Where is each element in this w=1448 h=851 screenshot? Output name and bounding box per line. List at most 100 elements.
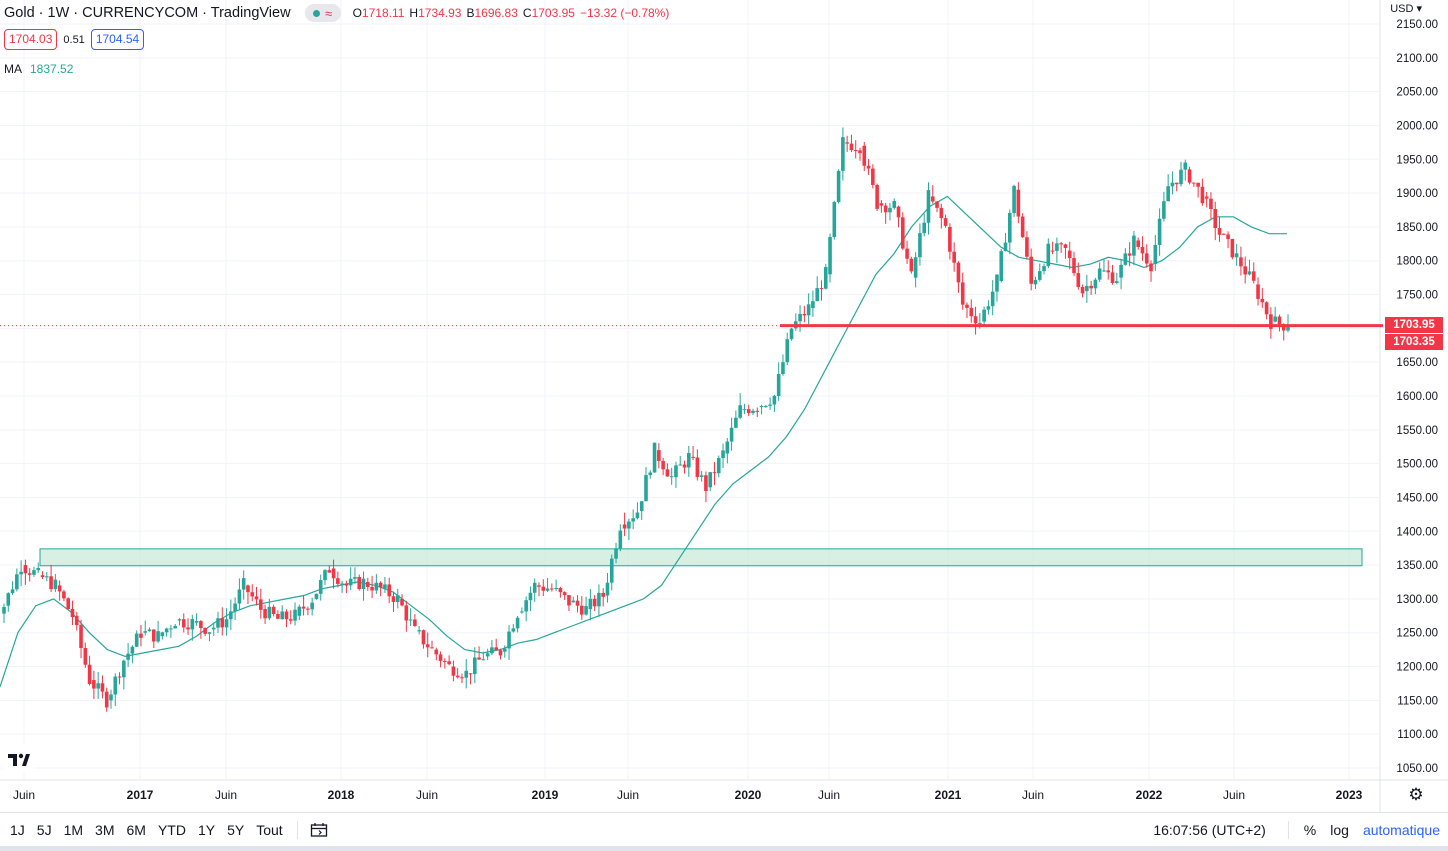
candle-body: [1209, 198, 1213, 209]
candle-body: [366, 582, 370, 588]
candle-body: [1072, 258, 1076, 274]
candle-body: [901, 217, 905, 249]
candle-body: [520, 611, 524, 613]
price-tick-label: 1400.00: [1396, 526, 1438, 538]
candle-body: [652, 442, 657, 473]
price-chart[interactable]: 2150.00 2100.00 2050.00 2000.00 1950.00 1900.…: [0, 0, 1448, 812]
candle-body: [143, 631, 148, 633]
candle-body: [473, 657, 477, 675]
candle-body: [755, 410, 760, 412]
log-scale-toggle[interactable]: log: [1330, 822, 1349, 838]
goto-date-calendar-icon[interactable]: [310, 822, 328, 838]
candle-body: [721, 450, 725, 459]
candle-body: [485, 653, 490, 657]
candle-body: [1119, 264, 1123, 278]
toolbar-divider-2: [1287, 821, 1289, 839]
candle-body: [387, 584, 391, 597]
candle-body: [391, 596, 396, 602]
candle-body: [1153, 244, 1158, 265]
market-status-badge[interactable]: ≈: [304, 4, 341, 22]
range-1d-button[interactable]: 1J: [10, 822, 25, 838]
candle-body: [1046, 243, 1051, 267]
candle-body: [879, 203, 884, 206]
candle-body: [584, 606, 588, 615]
candle-body: [781, 362, 785, 375]
candle-body: [1025, 237, 1029, 257]
candle-body: [301, 606, 306, 609]
candle-body: [152, 629, 156, 642]
candle-body: [883, 205, 888, 213]
candle-body: [348, 578, 353, 586]
candle-body: [524, 600, 528, 612]
candle-body: [871, 168, 875, 185]
candle-body: [310, 602, 314, 610]
candle-body: [948, 226, 952, 252]
candle-body: [400, 598, 404, 606]
candle-body: [160, 632, 165, 637]
candle-body: [460, 677, 464, 679]
candle-body: [1067, 250, 1072, 259]
sell-price-button[interactable]: 1704.03: [4, 29, 58, 50]
tradingview-logo-icon[interactable]: [2, 745, 34, 773]
candle-body: [1076, 273, 1081, 287]
data-delay-icon: ≈: [325, 5, 333, 21]
currency-selector[interactable]: USD ▾: [1390, 3, 1422, 15]
candle-body: [1192, 182, 1196, 184]
timezone-clock[interactable]: 16:07:56 (UTC+2): [1153, 822, 1266, 838]
candle-body: [708, 472, 712, 488]
candle-body: [592, 598, 597, 607]
percent-scale-toggle[interactable]: %: [1303, 822, 1317, 838]
candle-body: [117, 676, 122, 678]
candle-body: [502, 648, 507, 652]
buy-price-button[interactable]: 1704.54: [90, 29, 145, 50]
candle-body: [288, 619, 293, 621]
candle-body: [845, 142, 849, 144]
candle-body: [417, 630, 421, 632]
candle-body: [913, 257, 918, 278]
candle-body: [729, 427, 734, 442]
candle-body: [181, 619, 186, 628]
chart-settings-gear-icon[interactable]: ⚙: [1408, 785, 1424, 804]
bottom-toolbar: 1J 5J 1M 3M 6M YTD 1Y 5Y Tout 16:07:56 (…: [0, 812, 1448, 847]
candle-body: [490, 647, 494, 654]
time-tick-label: Juin: [1223, 788, 1245, 802]
candle-body: [62, 591, 66, 599]
candle-body: [609, 558, 614, 583]
moving-average-line[interactable]: [0, 195, 1287, 687]
symbol-title[interactable]: Gold · 1W · CURRENCYCOM · TradingView: [4, 5, 291, 21]
candle-body: [682, 464, 687, 468]
range-ytd-button[interactable]: YTD: [157, 822, 186, 838]
candle-body: [477, 657, 481, 660]
support-zone-rectangle[interactable]: [39, 548, 1363, 567]
ma-legend[interactable]: MA 1837.52: [4, 62, 73, 76]
time-tick-label: 2017: [127, 788, 154, 802]
candle-body: [678, 464, 683, 466]
candle-body: [1110, 272, 1115, 283]
candle-body: [79, 625, 83, 649]
candle-body: [216, 618, 220, 628]
range-5y-button[interactable]: 5Y: [227, 822, 245, 838]
range-all-button[interactable]: Tout: [256, 822, 283, 838]
candle-body: [323, 570, 327, 581]
candle-body: [1234, 253, 1239, 258]
candle-body: [541, 586, 546, 591]
range-6m-button[interactable]: 6M: [126, 822, 146, 838]
candle-body: [1251, 271, 1256, 281]
candle-body: [498, 650, 503, 656]
range-1m-button[interactable]: 1M: [63, 822, 84, 838]
candle-body: [1222, 233, 1226, 235]
auto-scale-toggle[interactable]: automatique: [1362, 822, 1440, 838]
range-5d-button[interactable]: 5J: [36, 822, 52, 838]
candle-body: [451, 666, 456, 676]
candle-body: [614, 548, 618, 559]
candle-body: [203, 628, 207, 634]
candle-body: [156, 631, 160, 642]
range-3m-button[interactable]: 3M: [95, 822, 115, 838]
range-1y-button[interactable]: 1Y: [197, 822, 216, 838]
candle-body: [1230, 239, 1235, 258]
candle-body: [147, 629, 152, 632]
candle-body: [986, 306, 991, 310]
candle-body: [340, 583, 344, 585]
candle-body: [1149, 263, 1153, 272]
candle-body: [74, 615, 79, 626]
